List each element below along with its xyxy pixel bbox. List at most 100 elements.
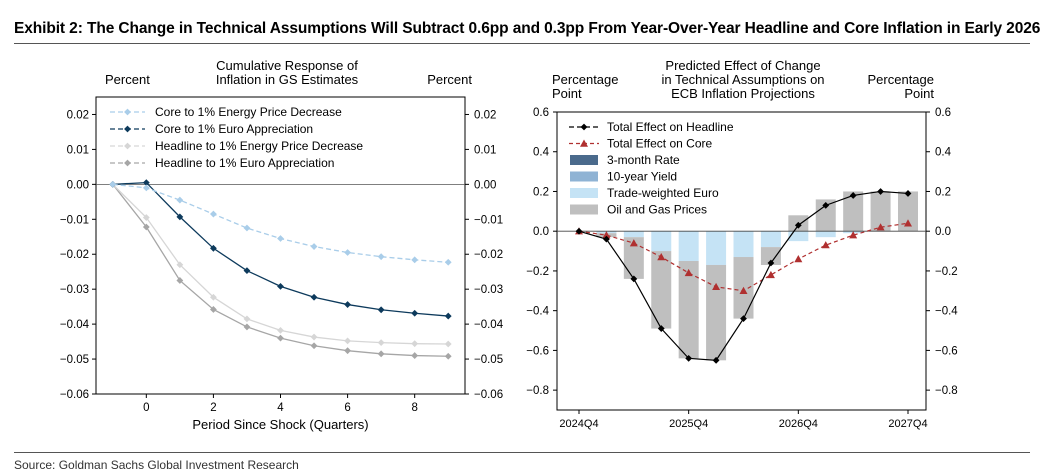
left-series-point xyxy=(277,334,284,342)
left-legend-label: Headline to 1% Energy Price Decrease xyxy=(155,139,363,153)
left-x-tick-label: 4 xyxy=(277,402,284,414)
left-series-point xyxy=(310,342,318,350)
left-series-point xyxy=(176,261,184,269)
left-series-point xyxy=(210,244,217,252)
right-bar-segment xyxy=(623,231,644,238)
left-series-line xyxy=(112,183,449,345)
right-headline-point xyxy=(603,235,610,243)
left-chart-title: Inflation in GS Estimates xyxy=(216,72,359,87)
right-headline-point xyxy=(877,188,884,195)
left-y-tick-label: −0.05 xyxy=(60,354,89,366)
right-bar-segment xyxy=(788,231,809,242)
left-series-point xyxy=(411,340,419,348)
left-series-point xyxy=(344,249,351,256)
right-y-tick-label: −0.2 xyxy=(526,266,549,278)
right-bar-segment xyxy=(623,237,644,279)
left-series-point xyxy=(444,340,452,348)
left-y-tick-label: −0.03 xyxy=(60,284,89,296)
right-core-point xyxy=(602,231,611,239)
left-series-point xyxy=(210,306,217,313)
left-legend-marker xyxy=(124,159,131,167)
right-bar-segment xyxy=(815,199,836,232)
left-y-tick-label: −0.01 xyxy=(60,214,89,226)
right-x-tick-label: 2026Q4 xyxy=(779,418,818,430)
left-y-tick-label-right: −0.01 xyxy=(474,214,503,226)
left-series-point xyxy=(142,179,150,187)
right-headline-point xyxy=(740,315,747,323)
right-bar-segment xyxy=(706,231,727,265)
right-headline-point xyxy=(849,192,857,199)
left-series-point xyxy=(243,323,251,331)
right-y-tick-label: 0.4 xyxy=(533,147,550,159)
right-y-tick-label: 0.6 xyxy=(533,107,549,119)
left-x-tick-label: 8 xyxy=(411,402,417,414)
left-series-point xyxy=(210,210,217,218)
title-rule xyxy=(14,43,1030,44)
left-y-tick-label-right: 0.02 xyxy=(474,109,496,121)
right-chart-title: Predicted Effect of Change xyxy=(665,58,820,73)
right-chart-title: ECB Inflation Projections xyxy=(671,86,815,101)
right-y-tick-label: −0.4 xyxy=(526,306,549,318)
left-x-tick-label: 2 xyxy=(210,402,216,414)
left-y-tick-label: 0.00 xyxy=(67,179,89,191)
right-y-axis-label: Percentage xyxy=(552,72,619,87)
left-series-point xyxy=(277,235,284,242)
left-y-tick-label-right: −0.06 xyxy=(474,389,503,401)
right-legend-swatch xyxy=(570,188,598,198)
right-bar-segment xyxy=(843,191,864,232)
left-x-tick-label: 6 xyxy=(344,402,350,414)
right-headline-point xyxy=(685,354,693,362)
left-y-tick-label-right: 0.00 xyxy=(474,179,496,191)
left-series-point xyxy=(277,282,284,290)
right-legend-label: Oil and Gas Prices xyxy=(607,203,707,217)
left-y-tick-label: 0.01 xyxy=(67,144,89,156)
left-series-point xyxy=(411,309,419,317)
right-x-tick-label: 2024Q4 xyxy=(559,418,598,430)
right-bar-segment xyxy=(760,247,781,265)
left-series-point xyxy=(344,301,351,308)
left-series-point xyxy=(344,347,351,355)
left-series-point xyxy=(377,253,385,261)
right-y-axis-label-right: Point xyxy=(904,86,934,101)
right-legend-marker xyxy=(580,123,588,131)
right-bar-segment xyxy=(760,231,781,248)
right-core-point xyxy=(794,255,803,263)
left-series-point xyxy=(310,243,318,250)
right-y-tick-label: 0.0 xyxy=(533,226,549,238)
right-headline-point xyxy=(712,356,720,364)
right-headline-point xyxy=(657,325,665,332)
right-core-point xyxy=(657,253,666,261)
left-y-tick-label: −0.02 xyxy=(60,249,89,261)
left-series-point xyxy=(243,224,251,232)
left-series-point xyxy=(377,339,385,347)
right-headline-point xyxy=(630,275,638,283)
right-headline-point xyxy=(904,190,912,197)
right-headline-point xyxy=(794,221,802,229)
right-chart-title: in Technical Assumptions on xyxy=(661,72,824,87)
left-legend-marker xyxy=(124,142,131,150)
right-legend-label: Total Effect on Core xyxy=(607,137,712,151)
left-series-point xyxy=(243,267,251,275)
right-y-tick-label: −0.8 xyxy=(526,385,549,397)
left-legend-marker xyxy=(124,125,131,133)
left-series-point xyxy=(142,214,150,221)
left-legend-label: Core to 1% Energy Price Decrease xyxy=(155,105,342,119)
right-core-point xyxy=(849,231,858,239)
right-bar-segment xyxy=(678,261,699,359)
right-headline-point xyxy=(822,201,830,209)
left-series-point xyxy=(444,258,452,266)
left-series-point xyxy=(176,213,184,221)
left-x-axis-label: Period Since Shock (Quarters) xyxy=(192,417,368,432)
left-y-axis-label-right: Percent xyxy=(427,72,472,87)
left-y-tick-label-right: −0.02 xyxy=(474,249,503,261)
right-plot-frame xyxy=(556,111,927,411)
left-y-tick-label-right: −0.05 xyxy=(474,354,503,366)
left-y-tick-label: −0.06 xyxy=(60,389,89,401)
right-core-point xyxy=(766,270,775,279)
right-bar-segment xyxy=(651,231,672,252)
left-series-point xyxy=(444,352,452,360)
right-bar-segment xyxy=(651,251,672,329)
left-x-tick-label: 0 xyxy=(143,402,149,414)
right-x-tick-label: 2027Q4 xyxy=(888,418,927,430)
right-bar-segment xyxy=(678,231,699,261)
